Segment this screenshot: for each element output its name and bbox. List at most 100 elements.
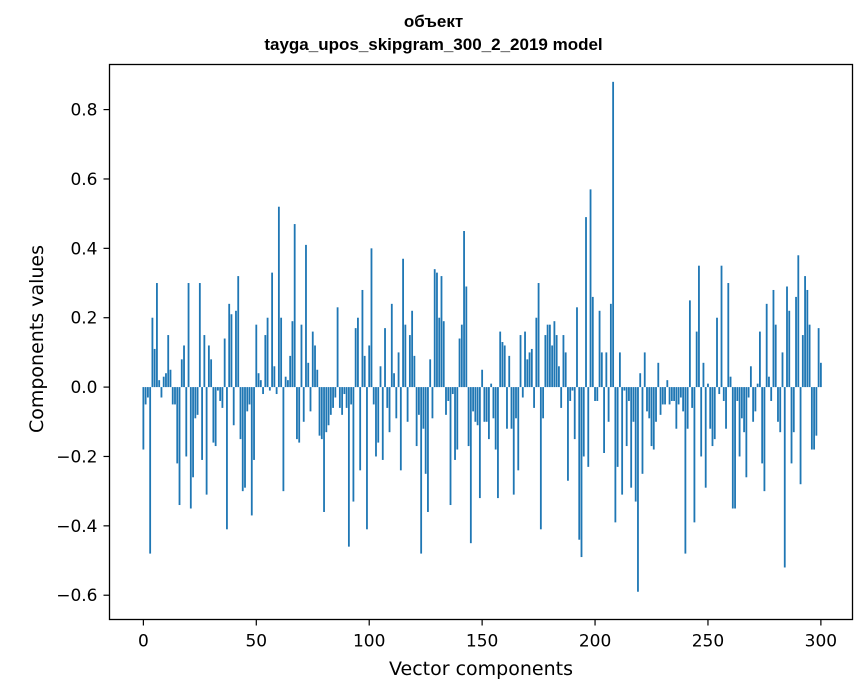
bar-16 (178, 387, 181, 506)
bar-180 (548, 324, 551, 388)
bar-149 (478, 387, 481, 499)
bar-109 (388, 387, 391, 433)
bar-132 (440, 276, 443, 388)
bar-41 (235, 310, 237, 388)
bar-82 (327, 387, 330, 426)
bar-74 (309, 387, 312, 412)
bar-131 (438, 317, 441, 388)
bar-22 (192, 387, 194, 478)
bar-143 (465, 286, 468, 388)
bar-218 (634, 387, 637, 502)
bar-2 (146, 387, 149, 398)
bar-284 (783, 387, 786, 568)
bar-205 (605, 352, 608, 388)
bar-240 (684, 387, 687, 554)
x-tick-label: 150 (466, 632, 498, 652)
bar-26 (201, 387, 203, 460)
bar-243 (691, 387, 694, 408)
bar-166 (517, 387, 520, 471)
bar-175 (537, 283, 540, 388)
bar-246 (698, 265, 700, 388)
bar-99 (366, 387, 368, 530)
bar-259 (727, 283, 730, 388)
bar-159 (501, 342, 504, 388)
bar-298 (815, 387, 818, 436)
bar-199 (591, 296, 594, 388)
bar-53 (262, 387, 264, 395)
bar-83 (329, 387, 332, 415)
bar-122 (417, 387, 420, 415)
bar-32 (214, 387, 217, 447)
bar-210 (616, 387, 619, 467)
bar-34 (219, 387, 222, 401)
bar-135 (447, 387, 450, 401)
bar-66 (291, 321, 294, 388)
x-tick-label: 300 (805, 632, 837, 652)
bar-148 (476, 387, 479, 426)
bar-137 (451, 387, 454, 395)
chart-title-line-2: tayga_upos_skipgram_300_2_2019 model (264, 35, 603, 54)
bar-250 (707, 383, 709, 388)
bar-134 (445, 387, 447, 415)
y-tick-label: −0.2 (56, 447, 97, 467)
bar-253 (713, 387, 716, 440)
bar-115 (402, 258, 404, 388)
bar-147 (474, 387, 477, 422)
bar-216 (630, 387, 633, 488)
bar-55 (266, 317, 269, 388)
bar-226 (652, 387, 655, 450)
bar-196 (585, 217, 587, 388)
x-tick-label: 50 (245, 632, 267, 652)
bar-125 (424, 387, 427, 474)
bar-87 (338, 387, 341, 408)
bar-215 (628, 387, 630, 401)
x-tick-label: 200 (579, 632, 611, 652)
bar-155 (492, 387, 495, 419)
bar-263 (736, 387, 739, 401)
bar-52 (259, 380, 262, 388)
bar-176 (539, 387, 542, 530)
bar-165 (515, 387, 517, 419)
bar-100 (368, 345, 371, 388)
bars-group (142, 81, 822, 592)
bar-300 (819, 362, 822, 388)
bar-157 (497, 387, 499, 499)
bar-46 (246, 387, 249, 412)
bar-113 (397, 352, 400, 388)
bar-238 (679, 387, 682, 398)
bar-48 (250, 387, 253, 516)
bar-152 (485, 387, 488, 422)
bar-89 (343, 387, 346, 395)
bar-264 (738, 387, 741, 457)
bar-38 (228, 303, 231, 388)
bar-10 (165, 373, 167, 388)
bar-276 (765, 303, 768, 388)
bar-47 (248, 387, 251, 405)
bar-265 (740, 387, 743, 419)
bar-289 (795, 296, 797, 388)
bar-177 (542, 387, 545, 419)
bar-65 (289, 355, 292, 388)
bar-24 (196, 387, 199, 415)
bar-200 (594, 387, 596, 401)
bar-45 (244, 387, 246, 488)
bar-244 (693, 387, 696, 523)
bar-110 (390, 303, 393, 388)
bar-80 (323, 387, 325, 512)
bar-88 (341, 387, 344, 415)
bar-43 (239, 387, 242, 440)
bar-140 (458, 338, 461, 388)
bar-251 (709, 387, 712, 429)
bar-17 (180, 359, 183, 388)
bar-183 (555, 335, 558, 388)
y-tick-label: 0.6 (70, 170, 97, 190)
bar-4 (151, 317, 154, 388)
bar-27 (203, 335, 206, 388)
bar-294 (806, 289, 809, 388)
bar-255 (718, 387, 721, 395)
bar-179 (546, 324, 549, 388)
bar-76 (314, 345, 316, 388)
bar-11 (167, 335, 170, 388)
bar-184 (558, 366, 560, 388)
bar-261 (731, 387, 734, 509)
